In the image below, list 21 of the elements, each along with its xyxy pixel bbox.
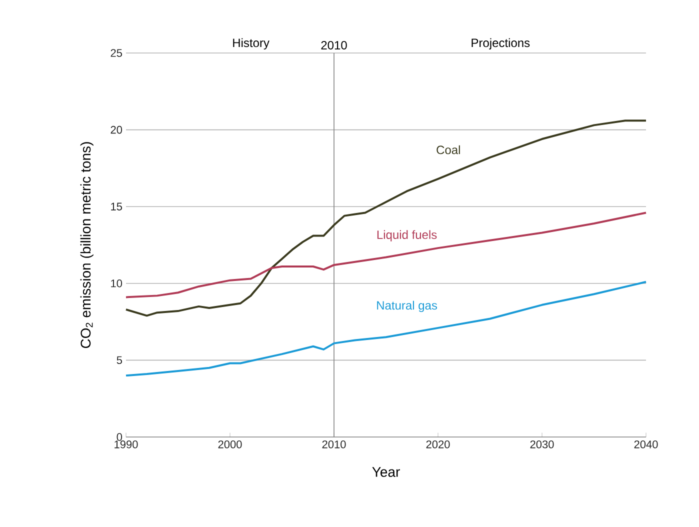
series-label: Liquid fuels bbox=[377, 230, 437, 242]
ref-line-label: 2010 bbox=[321, 40, 347, 50]
y-axis-title: CO$_{2}$ emission (billion metric tons) bbox=[80, 142, 94, 348]
y-tick-label: 0 bbox=[116, 433, 122, 441]
x-tick-label: 2020 bbox=[426, 440, 450, 448]
y-tick-label: 20 bbox=[110, 126, 122, 134]
y-tick-label: 15 bbox=[111, 202, 122, 210]
text: History bbox=[233, 38, 270, 50]
x-tick-label: 2030 bbox=[530, 440, 554, 448]
series-label: Coal bbox=[436, 145, 460, 154]
x-tick-label: 2000 bbox=[218, 440, 242, 448]
x-axis-title: Year bbox=[372, 467, 400, 477]
x-tick-label: 2040 bbox=[634, 440, 658, 448]
x-tick-label: 1990 bbox=[114, 440, 138, 448]
y-tick-label: 5 bbox=[116, 356, 122, 364]
y-tick-label: 25 bbox=[110, 49, 122, 57]
text: Projections bbox=[472, 38, 530, 50]
line-series bbox=[125, 120, 648, 317]
x-tick-label: 2010 bbox=[322, 440, 346, 448]
series-label: Natural gas bbox=[377, 300, 438, 312]
y-tick-label: 10 bbox=[111, 280, 122, 288]
